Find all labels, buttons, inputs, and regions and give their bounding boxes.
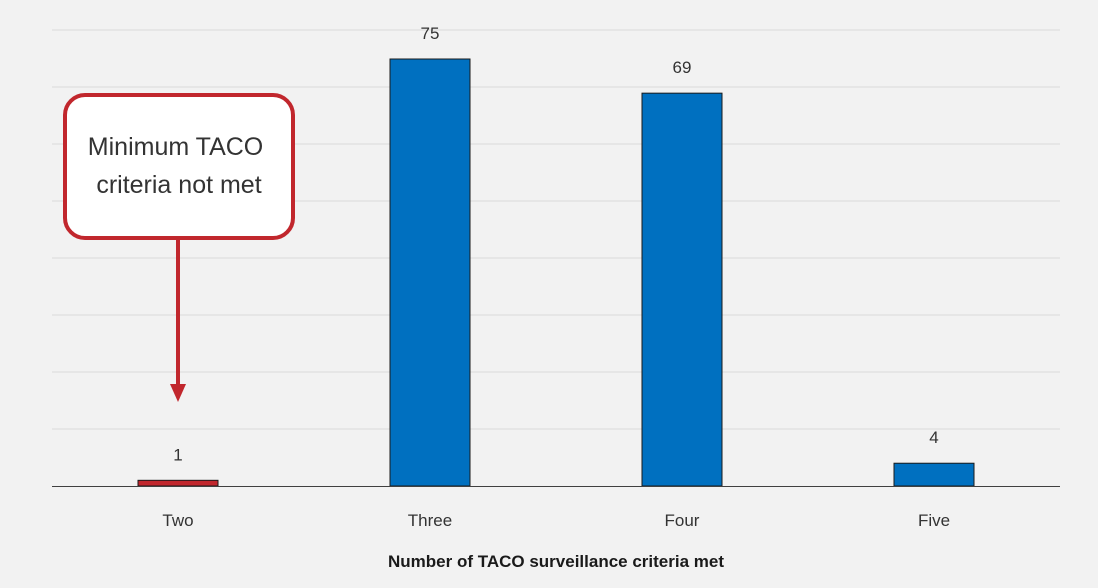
callout-box bbox=[63, 93, 295, 240]
arrow-head-icon bbox=[170, 384, 186, 402]
data-label-two: 1 bbox=[173, 445, 182, 464]
bar-four bbox=[641, 92, 723, 487]
data-label-four: 69 bbox=[673, 58, 692, 77]
callout-text: Minimum TACO criteria not met bbox=[88, 133, 270, 199]
bar-five bbox=[893, 462, 975, 487]
tick-label-four: Four bbox=[665, 511, 700, 530]
data-label-three: 75 bbox=[421, 24, 440, 43]
bar-three bbox=[389, 58, 471, 487]
tick-label-five: Five bbox=[918, 511, 950, 530]
callout-line-2: criteria not met bbox=[96, 171, 261, 199]
data-labels: 1 75 69 4 bbox=[173, 24, 938, 464]
tick-label-two: Two bbox=[162, 511, 193, 530]
annotation-callout: Minimum TACO criteria not met bbox=[63, 93, 295, 402]
x-axis-title: Number of TACO surveillance criteria met bbox=[388, 552, 724, 571]
tick-label-three: Three bbox=[408, 511, 452, 530]
callout-line-1: Minimum TACO bbox=[88, 133, 263, 161]
data-label-five: 4 bbox=[929, 428, 938, 447]
bar-two bbox=[137, 479, 219, 487]
x-tick-labels: Two Three Four Five bbox=[162, 511, 950, 530]
